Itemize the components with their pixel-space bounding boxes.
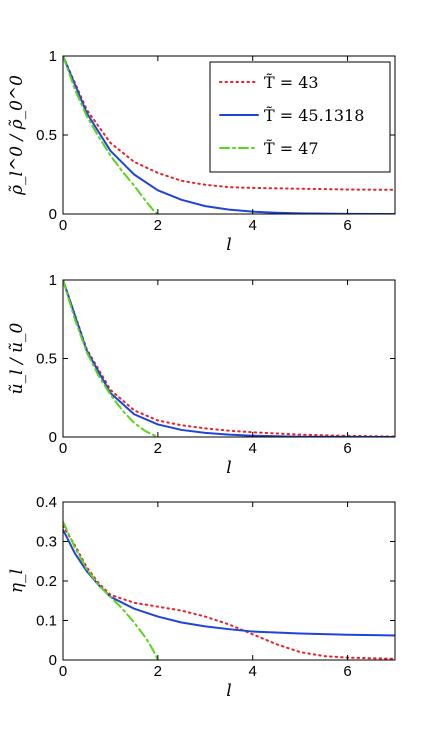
y-tick-label: 0.5 [36,127,57,144]
plot-frame-velocity [62,279,396,438]
x-axis-label: l [226,458,231,478]
series-line-eta-0 [63,524,395,660]
y-axis-label: ρ̃_l^0 / ρ̃_0^0 [7,75,27,196]
panel-velocity: 0 2 4 6 0 0.5 1 l ũ_l / ũ_0 [7,272,396,478]
y-tick-label: 0 [49,652,57,669]
y-tick-label: 0.3 [36,534,57,551]
legend-label-2: T̃ = 47 [264,139,319,158]
x-tick-label: 0 [59,663,67,680]
legend-label-1: T̃ = 45.1318 [264,106,364,125]
series-line-density-1 [63,56,395,214]
series-line-velocity-1 [63,280,395,437]
x-tick-label: 2 [154,440,162,457]
legend-label-0: T̃ = 43 [264,73,319,92]
series-line-density-0 [63,56,395,191]
series-line-density-2 [63,56,159,214]
series-line-velocity-0 [63,280,395,437]
panel-eta: 0 2 4 6 0 0.1 0.2 0.3 0.4 l η_l [7,494,396,701]
legend-box [209,61,391,173]
x-tick-label: 4 [249,440,257,457]
y-tick-label: 0.1 [36,613,57,630]
x-axis-label: l [226,235,231,255]
x-axis-label: l [226,681,231,701]
x-tick-label: 6 [343,440,351,457]
y-tick-label: 1 [49,272,57,289]
x-tick-label: 0 [59,440,67,457]
x-tick-label: 0 [59,217,67,234]
x-tick-label: 4 [249,663,257,680]
y-axis-label: η_l [7,569,27,593]
y-tick-label: 0 [49,206,57,223]
y-tick-label: 0.4 [36,494,57,511]
x-tick-label: 4 [249,217,257,234]
y-tick-label: 1 [49,48,57,65]
plot-frame-eta [62,501,396,661]
y-tick-label: 0 [49,429,57,446]
x-tick-label: 2 [154,663,162,680]
x-tick-label: 2 [154,217,162,234]
y-axis-label: ũ_l / ũ_0 [7,322,27,394]
panel-density: 0 2 4 6 0 0.5 1 l ρ̃_l^0 / ρ̃_0^0 T̃ = 43 T̃ = 45.… [7,48,396,255]
series-line-eta-1 [63,528,395,637]
series-line-eta-2 [63,520,159,660]
y-tick-label: 0.5 [36,351,57,368]
x-tick-label: 6 [343,663,351,680]
series-line-velocity-2 [63,280,159,437]
x-tick-label: 6 [343,217,351,234]
y-tick-label: 0.2 [36,573,57,590]
